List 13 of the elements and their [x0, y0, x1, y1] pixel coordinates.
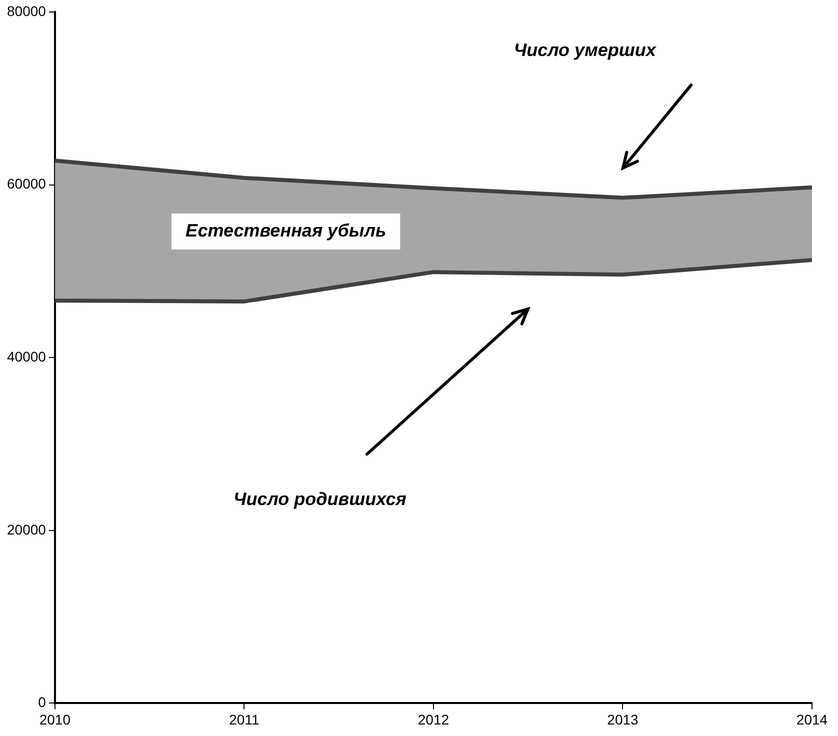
- y-tick-label: 40000: [6, 348, 46, 364]
- annotation: Естественная убыль: [186, 220, 386, 240]
- x-tick-label: 2014: [796, 711, 828, 728]
- annotation: Число умерших: [514, 40, 657, 60]
- y-tick-label: 20000: [6, 521, 46, 538]
- x-tick-label: 2013: [607, 711, 639, 728]
- y-tick-label: 80000: [6, 2, 46, 19]
- annotation: Число родившихся: [233, 489, 407, 510]
- y-tick-label: 0: [38, 694, 46, 710]
- y-tick-label: 60000: [6, 176, 46, 192]
- x-tick-label: 2010: [39, 711, 71, 728]
- x-tick-label: 2012: [418, 711, 450, 728]
- x-tick-label: 2011: [229, 711, 260, 728]
